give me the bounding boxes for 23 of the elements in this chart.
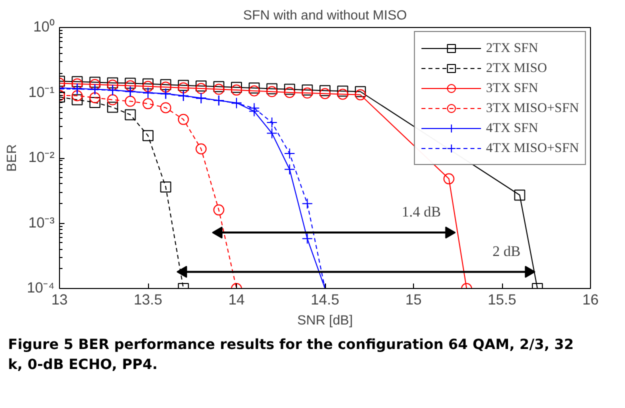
x-tick-label: 13.5 — [134, 292, 162, 308]
x-tick-label: 15.5 — [488, 292, 516, 308]
legend-label: 3TX SFN — [486, 80, 538, 96]
x-tick-label: 14 — [228, 292, 245, 308]
x-tick-label: 16 — [582, 292, 599, 308]
y-tick-label: 10⁻² — [28, 150, 55, 166]
y-tick-label: 10⁰ — [33, 18, 55, 36]
x-tick-label: 15 — [405, 292, 422, 308]
x-axis-title: SNR [dB] — [297, 312, 353, 328]
legend-label: 2TX MISO — [486, 60, 548, 76]
annotation: 2 dB — [492, 244, 521, 260]
annotation: 1.4 dB — [402, 204, 442, 221]
legend-label: 4TX SFN — [486, 120, 538, 136]
legend-label: 2TX SFN — [486, 40, 538, 56]
caption: Figure 5 BER performance results for the configuration 64 QAM, 2/3, 32 k, 0-dB ECHO, PP4. — [8, 336, 575, 375]
y-axis-title: BER — [4, 144, 19, 172]
chart-title: SFN with and without MISO — [243, 8, 407, 22]
y-tick-label: 10⁻¹ — [28, 84, 55, 101]
x-tick-label: 13 — [51, 292, 68, 308]
y-tick-label: 10⁻³ — [28, 215, 55, 232]
x-tick-label: 14.5 — [310, 292, 340, 308]
legend-label: 4TX MISO+SFN — [486, 140, 579, 156]
legend-label: 3TX MISO+SFN — [486, 100, 579, 116]
